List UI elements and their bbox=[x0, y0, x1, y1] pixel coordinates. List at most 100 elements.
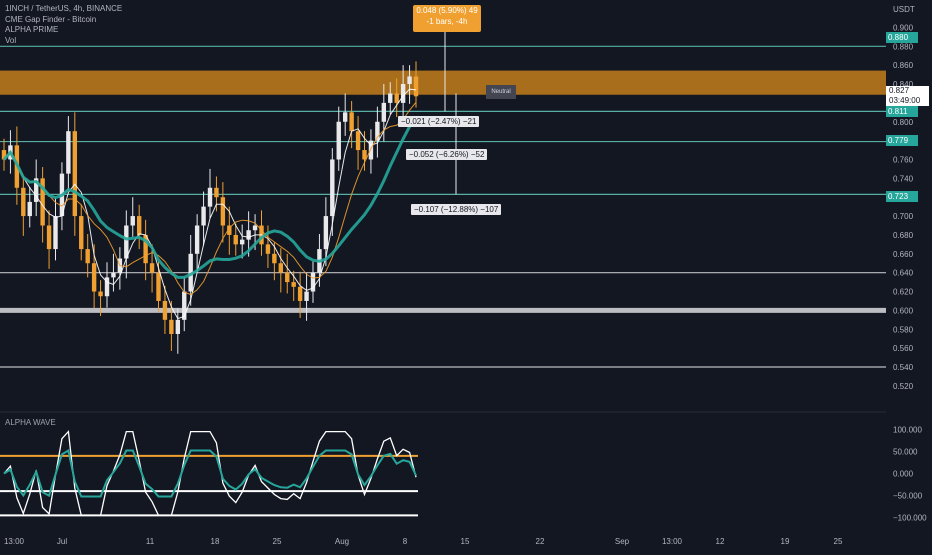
symbol-title[interactable]: 1INCH / TetherUS, 4h, BINANCE bbox=[5, 4, 123, 13]
time-tick-label: 8 bbox=[403, 537, 408, 546]
time-tick-label: 15 bbox=[461, 537, 470, 546]
osc-tick-label: −100.000 bbox=[893, 514, 927, 523]
price-tick-label: 0.760 bbox=[893, 155, 914, 164]
time-tick-label: 11 bbox=[146, 537, 155, 546]
price-tick-label: 0.640 bbox=[893, 269, 914, 278]
candle-body bbox=[285, 272, 290, 283]
candle-body bbox=[355, 131, 361, 151]
time-tick-label: Sep bbox=[615, 537, 630, 546]
current-price: 0.827 bbox=[889, 86, 910, 95]
candle-body bbox=[272, 253, 277, 264]
resistance-zone bbox=[0, 70, 886, 95]
candle-body bbox=[388, 93, 393, 103]
candle-body bbox=[91, 263, 97, 292]
price-tag-811: 0.811 bbox=[886, 106, 918, 117]
candle-body bbox=[304, 291, 309, 301]
candle-body bbox=[136, 216, 142, 235]
candle-body bbox=[79, 216, 84, 250]
candle-body bbox=[323, 216, 329, 250]
candle-body bbox=[252, 225, 258, 231]
candle-body bbox=[207, 187, 213, 207]
indicator-volume[interactable]: Vol bbox=[5, 35, 17, 45]
candle-body bbox=[149, 263, 155, 273]
price-tag-880: 0.880 bbox=[886, 32, 918, 43]
bar-countdown: 03:49:00 bbox=[889, 96, 921, 105]
time-tick-label: 19 bbox=[781, 537, 790, 546]
candle-body bbox=[342, 112, 348, 122]
candle-body bbox=[21, 187, 26, 217]
candle-body bbox=[265, 244, 271, 254]
indicator-cme-gap[interactable]: CME Gap Finder - Bitcoin bbox=[5, 14, 97, 24]
price-tick-label: 0.840 bbox=[893, 80, 914, 89]
time-tick-label: 13:00 bbox=[4, 537, 25, 546]
candle-body bbox=[362, 150, 367, 160]
candle-body bbox=[182, 291, 187, 320]
measure-tooltip-line1: 0.048 (5.90%) 49 bbox=[416, 6, 478, 15]
candle-body bbox=[104, 277, 110, 297]
measure-box-3[interactable]: −0.107 (−12.88%) −107 bbox=[411, 204, 502, 215]
current-price-tag: 0.827 03:49:00 bbox=[886, 86, 929, 106]
candle-body bbox=[278, 263, 284, 273]
indicator-alpha-prime[interactable]: ALPHA PRIME bbox=[5, 25, 59, 34]
candle-body bbox=[194, 225, 200, 254]
price-tick-label: 0.880 bbox=[893, 42, 914, 51]
price-tick-label: 0.800 bbox=[893, 118, 914, 127]
candle-body bbox=[98, 291, 103, 297]
osc-tick-label: 0.000 bbox=[893, 470, 914, 479]
candle-body bbox=[175, 319, 181, 334]
candle-body bbox=[85, 249, 90, 264]
price-tick-label: 0.560 bbox=[893, 344, 914, 353]
candle-body bbox=[368, 140, 374, 160]
candle-body bbox=[33, 178, 39, 202]
time-tick-label: 25 bbox=[273, 537, 282, 546]
time-tick-label: Aug bbox=[335, 537, 349, 546]
candle-body bbox=[297, 286, 303, 301]
price-tick-label: 0.900 bbox=[893, 23, 914, 32]
candle-body bbox=[233, 234, 238, 245]
candle-body bbox=[40, 178, 45, 226]
currency-label: USDT bbox=[893, 5, 915, 14]
chart-legend: 1INCH / TetherUS, 4h, BINANCE CME Gap Fi… bbox=[5, 4, 122, 46]
price-tick-label: 0.660 bbox=[893, 250, 914, 259]
time-tick-label: 22 bbox=[536, 537, 545, 546]
candle-body bbox=[375, 121, 380, 141]
time-tick-label: 13:00 bbox=[662, 537, 683, 546]
price-tick-label: 0.740 bbox=[893, 174, 914, 183]
osc-tick-label: −50.000 bbox=[893, 492, 923, 501]
price-tick-label: 0.600 bbox=[893, 306, 914, 315]
candle-body bbox=[46, 225, 52, 250]
candle-body bbox=[111, 272, 116, 278]
measure-tooltip: 0.048 (5.90%) 49 -1 bars, -4h bbox=[413, 5, 481, 32]
price-tick-label: 0.620 bbox=[893, 288, 914, 297]
price-tick-label: 0.520 bbox=[893, 382, 914, 391]
candle-body bbox=[124, 225, 129, 259]
candle-body bbox=[310, 272, 316, 292]
candle-body bbox=[214, 187, 219, 198]
measure-tooltip-line2: -1 bars, -4h bbox=[426, 17, 468, 26]
osc-signal bbox=[3, 448, 417, 498]
candle-body bbox=[246, 230, 251, 240]
time-tick-label: 18 bbox=[211, 537, 220, 546]
candle-body bbox=[162, 300, 168, 320]
osc-tick-label: 50.000 bbox=[893, 447, 918, 456]
candle-body bbox=[349, 112, 354, 132]
candle-body bbox=[394, 93, 399, 103]
candle-body bbox=[27, 201, 32, 217]
candle-body bbox=[1, 150, 7, 160]
moving-average-line bbox=[3, 101, 417, 296]
osc-tick-label: 100.000 bbox=[893, 425, 922, 434]
candle-body bbox=[220, 197, 226, 226]
measure-box-2[interactable]: −0.052 (−6.26%) −52 bbox=[406, 149, 488, 160]
osc-wave bbox=[3, 430, 417, 517]
measure-box-1[interactable]: −0.021 (−2.47%) −21 bbox=[398, 116, 480, 127]
neutral-label: Neutral bbox=[486, 85, 516, 99]
candle-body bbox=[336, 121, 341, 160]
candle-body bbox=[381, 102, 387, 122]
price-tick-label: 0.580 bbox=[893, 325, 914, 334]
candle-body bbox=[239, 239, 245, 245]
candle-body bbox=[156, 272, 161, 301]
candle-body bbox=[400, 84, 406, 103]
time-tick-label: 12 bbox=[716, 537, 725, 546]
moving-average-line bbox=[3, 88, 417, 320]
